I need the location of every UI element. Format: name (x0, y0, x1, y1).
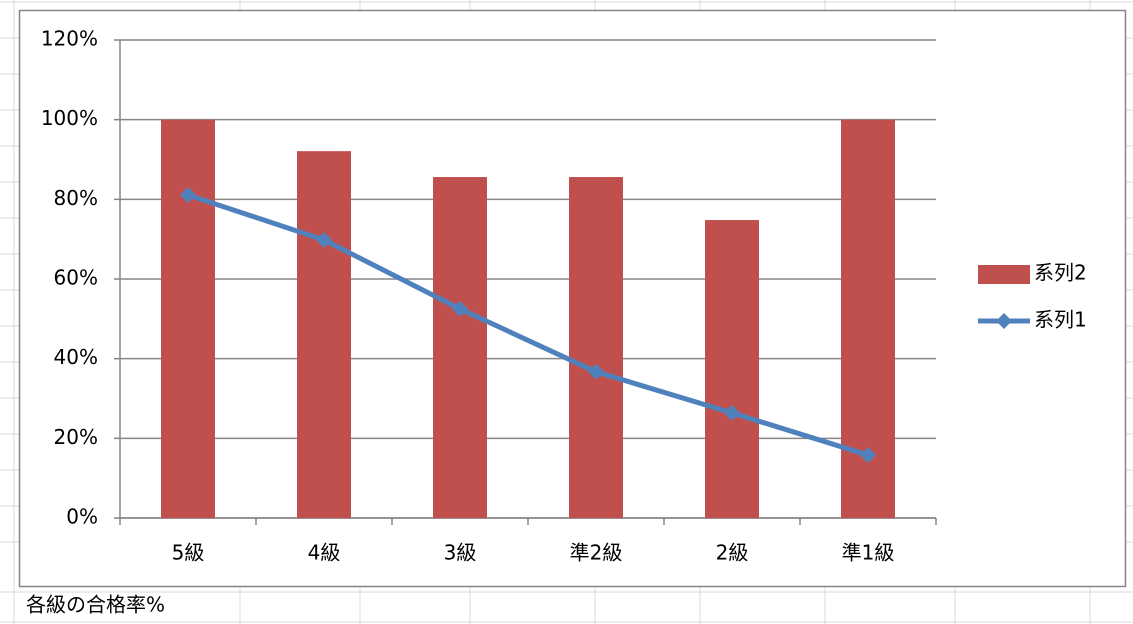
line (187, 192, 869, 458)
y-tick-label: 120% (41, 27, 98, 51)
x-tick-label: 準2級 (570, 541, 623, 565)
bar (705, 220, 759, 518)
y-tick-label: 0% (66, 505, 98, 529)
y-tick-label: 40% (54, 345, 98, 369)
x-tick-label: 準1級 (842, 541, 895, 565)
y-tick-label: 20% (54, 425, 98, 449)
x-tick-label: 4級 (308, 541, 341, 565)
line-marker (860, 447, 876, 464)
x-tick-label: 5級 (172, 541, 205, 565)
line-marker (452, 300, 468, 317)
bar (297, 151, 351, 518)
x-tick-label: 3級 (444, 541, 477, 565)
legend-swatch (978, 265, 1030, 284)
cell-text: 各級の合格率% (26, 593, 165, 617)
line-marker (724, 404, 740, 421)
line-marker (316, 231, 332, 248)
legend-swatch (996, 313, 1012, 329)
y-tick-label: 60% (54, 266, 98, 290)
bar (161, 119, 215, 519)
legend-label: 系列1 (1034, 308, 1087, 332)
y-tick-label: 80% (54, 186, 98, 210)
bar (433, 177, 487, 518)
legend-label: 系列2 (1034, 261, 1087, 285)
y-tick-label: 100% (41, 106, 98, 130)
line-marker (180, 186, 196, 203)
line-marker (588, 363, 604, 380)
x-tick-label: 2級 (716, 541, 749, 565)
bar (569, 177, 623, 518)
